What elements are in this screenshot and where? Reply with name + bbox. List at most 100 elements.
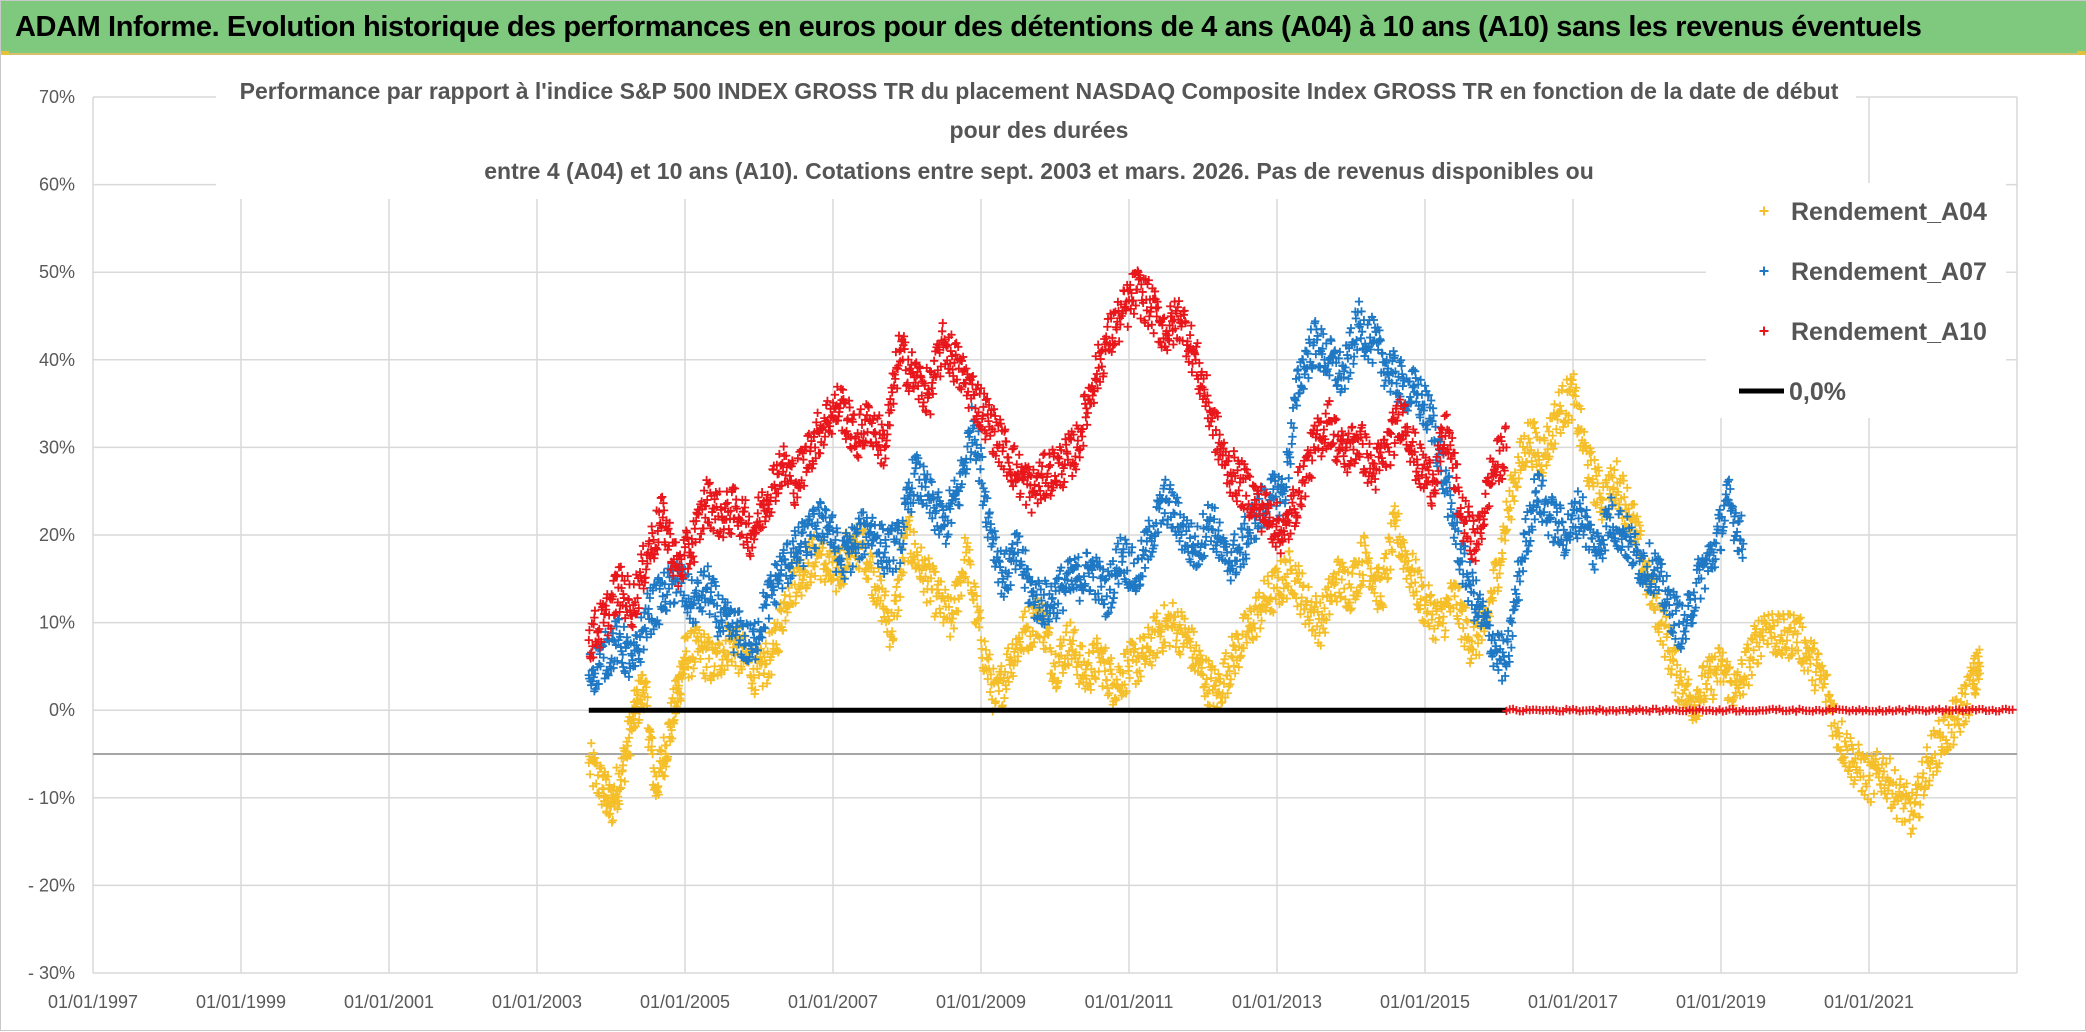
rendement-a07-point: [878, 520, 886, 528]
rendement-a10-point: [930, 357, 938, 365]
rendement-a04-point: [1321, 628, 1329, 636]
rendement-a04-point: [1854, 740, 1862, 748]
rendement-a07-point: [1357, 334, 1365, 342]
rendement-a10-point: [779, 442, 787, 450]
rendement-a10-point: [741, 503, 749, 511]
rendement-a07-point: [1508, 618, 1516, 626]
rendement-a04-point: [1459, 624, 1467, 632]
rendement-a07-point: [1735, 517, 1743, 525]
rendement-a07-point: [868, 514, 876, 522]
rendement-a07-point: [976, 465, 984, 473]
rendement-a10-point: [775, 450, 783, 458]
rendement-a04-point: [1286, 556, 1294, 564]
rendement-a10-point: [1046, 491, 1054, 499]
rendement-a04-point: [1125, 674, 1133, 682]
rendement-a04-point: [892, 597, 900, 605]
rendement-a07-point: [1589, 560, 1597, 568]
rendement-a10-point: [617, 563, 625, 571]
rendement-a07-point: [1675, 620, 1683, 628]
rendement-a10-point: [845, 403, 853, 411]
rendement-a07-point: [1161, 476, 1169, 484]
rendement-a04-point: [1870, 790, 1878, 798]
rendement-a07-point: [1121, 536, 1129, 544]
rendement-a04-point: [995, 687, 1003, 695]
rendement-a10-point: [745, 512, 753, 520]
rendement-a04-point: [1623, 484, 1631, 492]
rendement-a04-point: [1473, 631, 1481, 639]
rendement-a04-point: [1256, 624, 1264, 632]
rendement-a07-point: [1053, 575, 1061, 583]
rendement-a04-point: [1375, 563, 1383, 571]
rendement-a07-point: [1199, 510, 1207, 518]
rendement-a10-point: [628, 623, 636, 631]
rendement-a07-point: [1202, 533, 1210, 541]
rendement-a07-point: [1355, 297, 1363, 305]
rendement-a04-point: [1746, 663, 1754, 671]
rendement-a10-point: [886, 421, 894, 429]
rendement-a07-point: [1582, 506, 1590, 514]
rendement-a04-point: [1681, 668, 1689, 676]
rendement-a07-point: [1537, 481, 1545, 489]
rendement-a04-point: [1415, 566, 1423, 574]
rendement-a07-point: [620, 623, 628, 631]
rendement-a04-point: [1793, 638, 1801, 646]
rendement-a04-point: [1899, 804, 1907, 812]
rendement-a10-point: [813, 409, 821, 417]
rendement-a04-point: [946, 632, 954, 640]
rendement-a04-point: [689, 664, 697, 672]
rendement-a04-point: [964, 556, 972, 564]
rendement-a04-point: [1021, 607, 1029, 615]
rendement-a10-point: [587, 648, 595, 656]
rendement-a10-point: [908, 348, 916, 356]
rendement-a07-point: [1347, 324, 1355, 332]
rendement-a07-point: [1013, 538, 1021, 546]
rendement-a07-point: [1590, 565, 1598, 573]
rendement-a04-point: [864, 575, 872, 583]
rendement-a04-point: [1896, 775, 1904, 783]
rendement-a07-point: [1346, 328, 1354, 336]
rendement-a07-point: [1447, 499, 1455, 507]
rendement-a04-point: [986, 688, 994, 696]
rendement-a07-point: [1108, 598, 1116, 606]
chart-area: Performance par rapport à l'indice S&P 5…: [1, 53, 2086, 1032]
rendement-a07-point: [1191, 532, 1199, 540]
rendement-a04-point: [1550, 400, 1558, 408]
rendement-a04-point: [1865, 771, 1873, 779]
rendement-a07-point: [1008, 540, 1016, 548]
rendement-a07-point: [1114, 579, 1122, 587]
rendement-a10-point: [736, 532, 744, 540]
rendement-a04-point: [1909, 824, 1917, 832]
rendement-a04-point: [1380, 554, 1388, 562]
rendement-a10-point: [686, 560, 694, 568]
rendement-a04-point: [1923, 743, 1931, 751]
rendement-a04-point: [1466, 659, 1474, 667]
rendement-a10-point: [888, 388, 896, 396]
rendement-a04-point: [608, 818, 616, 826]
rendement-a07-point: [1378, 350, 1386, 358]
rendement-a04-point: [1956, 728, 1964, 736]
rendement-a07-point: [1511, 585, 1519, 593]
rendement-a04-point: [1391, 502, 1399, 510]
rendement-a04-point: [1556, 402, 1564, 410]
rendement-a10-point: [1027, 508, 1035, 516]
rendement-a07-point: [1729, 519, 1737, 527]
rendement-a10-point: [799, 455, 807, 463]
rendement-a04-point: [1078, 642, 1086, 650]
rendement-a04-point: [1568, 376, 1576, 384]
rendement-a04-point: [1103, 676, 1111, 684]
rendement-a04-point: [1304, 583, 1312, 591]
rendement-a10-point: [620, 594, 628, 602]
rendement-a10-point: [1022, 501, 1030, 509]
rendement-a10-point: [729, 483, 737, 491]
rendement-a10-point: [854, 453, 862, 461]
rendement-a10-point: [857, 405, 865, 413]
rendement-a07-point: [1574, 487, 1582, 495]
rendement-a07-point: [1468, 568, 1476, 576]
rendement-a04-point: [1748, 671, 1756, 679]
header-banner: ADAM Informe. Evolution historique des p…: [1, 1, 2086, 55]
rendement-a07-point: [765, 614, 773, 622]
rendement-a04-point: [892, 583, 900, 591]
rendement-a10-point: [1030, 481, 1038, 489]
rendement-a07-point: [1021, 584, 1029, 592]
rendement-a10-point: [855, 410, 863, 418]
